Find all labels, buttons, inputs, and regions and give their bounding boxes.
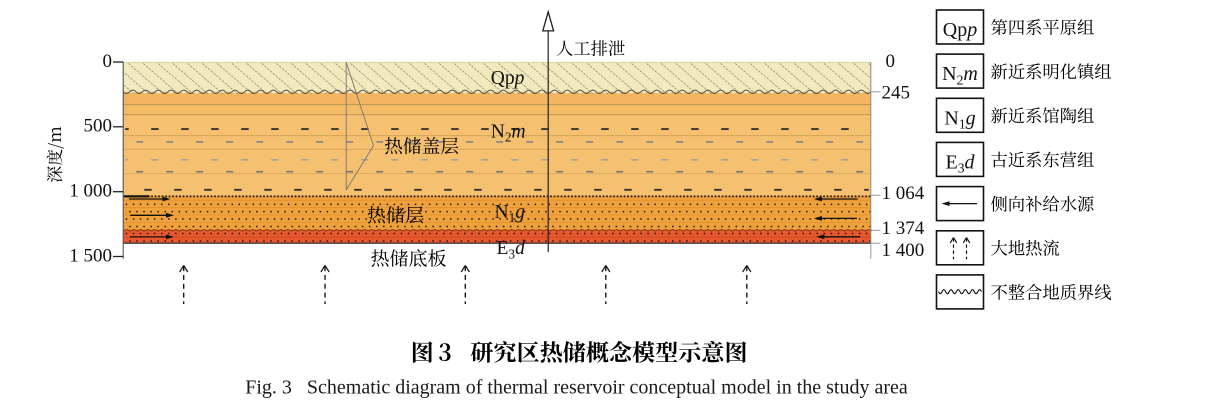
svg-text:Qpp: Qpp xyxy=(491,68,525,89)
svg-text:N1g: N1g xyxy=(495,202,526,225)
svg-text:N2m: N2m xyxy=(491,121,526,144)
svg-text:0: 0 xyxy=(103,51,113,72)
svg-text:0: 0 xyxy=(886,51,896,72)
svg-text:Qpp: Qpp xyxy=(943,19,977,41)
svg-text:E3d: E3d xyxy=(497,238,526,261)
svg-text:E3d: E3d xyxy=(945,151,975,175)
svg-text:1 064: 1 064 xyxy=(882,183,925,204)
svg-text:1 374: 1 374 xyxy=(882,218,925,239)
svg-text:1 000: 1 000 xyxy=(69,181,112,202)
svg-text:1 500: 1 500 xyxy=(69,245,112,266)
svg-text:500: 500 xyxy=(84,116,113,137)
svg-text:245: 245 xyxy=(882,82,911,103)
svg-text:1 400: 1 400 xyxy=(882,240,925,261)
svg-text:Fig. 3 Schematic diagram of: Fig. 3 Schematic diagram of thermal rese… xyxy=(245,377,908,399)
